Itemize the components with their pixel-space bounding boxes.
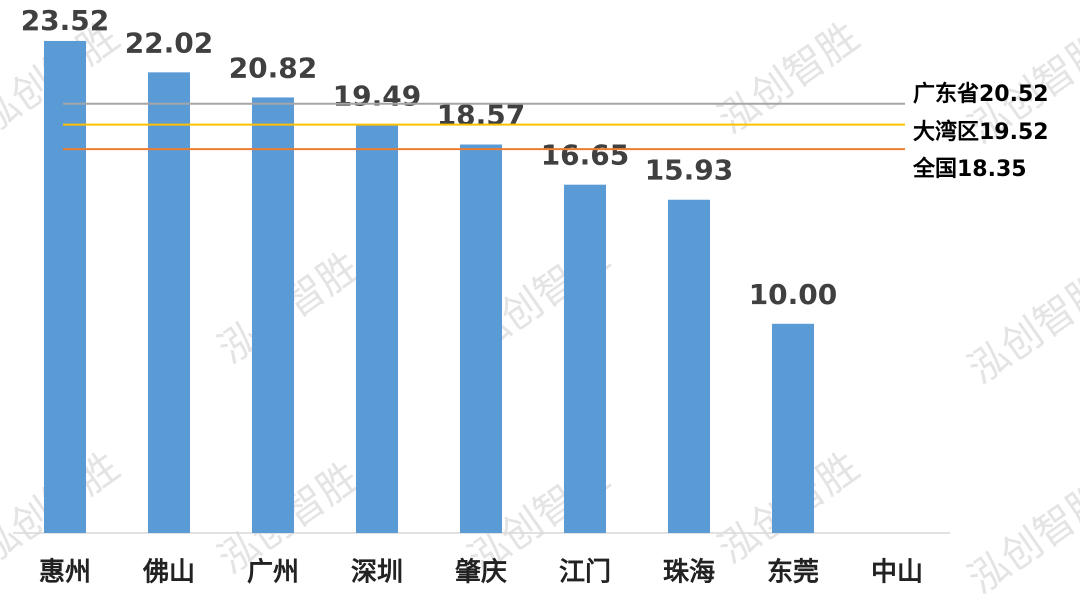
- bar: [564, 184, 606, 533]
- x-tick-label: 东莞: [767, 557, 819, 588]
- bar: [356, 125, 398, 534]
- reference-label: 大湾区19.52: [913, 119, 1049, 145]
- bar: [44, 40, 86, 533]
- watermark: 泓创智胜: [960, 264, 1080, 393]
- reference-label: 全国18.35: [912, 156, 1027, 182]
- value-label: 16.65: [541, 139, 630, 172]
- reference-label: 广东省20.52: [913, 81, 1049, 107]
- value-label: 15.93: [645, 154, 734, 187]
- x-tick-label: 中山: [871, 558, 923, 588]
- bar: [252, 97, 294, 533]
- x-tick-label: 肇庆: [455, 557, 507, 588]
- x-tick-label: 江门: [559, 558, 611, 588]
- value-label: 10.00: [749, 278, 838, 311]
- x-tick-label: 珠海: [663, 558, 715, 588]
- x-tick-label: 惠州: [39, 558, 91, 588]
- value-label: 22.02: [125, 26, 214, 59]
- value-label: 23.52: [21, 4, 110, 37]
- value-label: 19.49: [333, 79, 422, 112]
- watermark: 泓创智胜: [960, 474, 1080, 603]
- x-tick-label: 深圳: [351, 558, 403, 588]
- bar: [772, 323, 814, 533]
- value-label: 20.82: [229, 51, 318, 84]
- bar: [460, 144, 502, 533]
- bar: [148, 72, 190, 533]
- x-tick-label: 广州: [247, 558, 299, 588]
- bar: [668, 199, 710, 534]
- x-tick-label: 佛山: [142, 558, 195, 588]
